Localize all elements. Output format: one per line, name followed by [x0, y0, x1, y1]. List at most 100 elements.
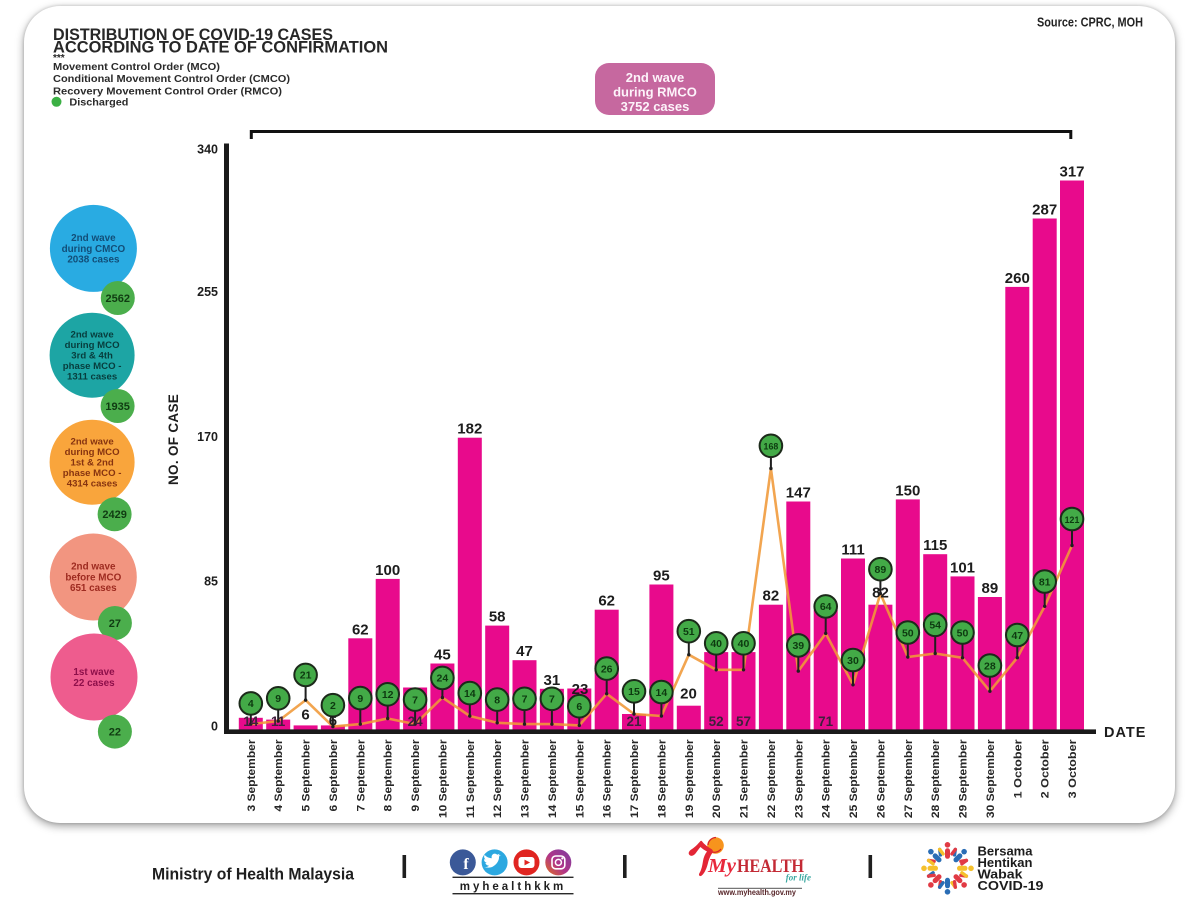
svg-text:101: 101	[950, 559, 975, 576]
svg-text:21: 21	[300, 670, 312, 682]
svg-text:27 September: 27 September	[903, 739, 915, 818]
svg-text:Bersama: Bersama	[978, 845, 1034, 859]
svg-text:myhealthkkm: myhealthkkm	[460, 881, 567, 893]
svg-text:6: 6	[576, 701, 582, 713]
svg-text:57: 57	[736, 714, 751, 729]
svg-text:23: 23	[572, 681, 589, 698]
svg-text:www.myhealth.gov.my: www.myhealth.gov.my	[717, 888, 797, 897]
svg-text:COVID-19: COVID-19	[978, 879, 1044, 893]
svg-text:22: 22	[109, 727, 121, 739]
svg-text:11: 11	[271, 714, 286, 729]
svg-text:54: 54	[929, 620, 941, 632]
svg-text:82: 82	[763, 588, 780, 605]
svg-text:260: 260	[1005, 270, 1030, 287]
svg-text:52: 52	[709, 714, 724, 729]
svg-text:3752 cases: 3752 cases	[621, 99, 690, 114]
svg-text:14: 14	[243, 714, 259, 729]
svg-text:64: 64	[820, 601, 832, 613]
svg-text:51: 51	[683, 626, 695, 638]
svg-text:3rd & 4th: 3rd & 4th	[71, 351, 113, 362]
svg-text:2429: 2429	[102, 509, 126, 521]
svg-text:71: 71	[818, 714, 834, 729]
svg-text:115: 115	[923, 537, 947, 554]
svg-text:HEALTH: HEALTH	[737, 856, 804, 877]
svg-text:29 September: 29 September	[958, 739, 970, 818]
svg-text:1st wave: 1st wave	[73, 667, 115, 678]
svg-text:168: 168	[764, 442, 779, 452]
svg-text:1st & 2nd: 1st & 2nd	[71, 458, 114, 469]
svg-text:9 September: 9 September	[410, 739, 422, 812]
svg-text:81: 81	[1039, 576, 1051, 588]
svg-text:Wabak: Wabak	[978, 868, 1023, 882]
svg-text:24: 24	[437, 673, 449, 685]
svg-text:317: 317	[1059, 164, 1084, 181]
svg-text:DATE: DATE	[1104, 725, 1146, 741]
svg-text:58: 58	[489, 609, 506, 626]
svg-text:Discharged: Discharged	[69, 98, 128, 109]
svg-text:4 September: 4 September	[273, 739, 285, 812]
svg-text:50: 50	[957, 627, 969, 639]
svg-text:89: 89	[982, 580, 999, 597]
svg-text:21 September: 21 September	[739, 739, 751, 818]
svg-text:5 September: 5 September	[301, 739, 313, 812]
svg-text:31: 31	[544, 672, 561, 689]
svg-text:14: 14	[464, 688, 476, 700]
svg-text:28 September: 28 September	[930, 739, 942, 818]
svg-text:14 September: 14 September	[547, 739, 559, 818]
svg-text:170: 170	[197, 430, 218, 444]
svg-text:12: 12	[382, 689, 394, 701]
svg-text:Source: CPRC, MOH: Source: CPRC, MOH	[1037, 16, 1143, 30]
svg-text:255: 255	[197, 285, 218, 299]
svg-text:0: 0	[211, 720, 218, 734]
svg-text:2038 cases: 2038 cases	[67, 255, 120, 266]
svg-text:30: 30	[847, 655, 859, 667]
svg-text:3 October: 3 October	[1067, 739, 1079, 799]
svg-text:14: 14	[656, 687, 668, 699]
svg-text:24 September: 24 September	[821, 739, 833, 818]
svg-text:for life: for life	[786, 873, 811, 883]
svg-text:f: f	[463, 856, 469, 873]
svg-text:***: ***	[53, 53, 65, 64]
svg-text:8 September: 8 September	[383, 739, 395, 812]
svg-text:2nd wave: 2nd wave	[626, 70, 685, 85]
svg-text:Movement Control Order (MCO): Movement Control Order (MCO)	[53, 62, 220, 73]
svg-text:2nd wave: 2nd wave	[70, 330, 113, 341]
svg-text:13 September: 13 September	[520, 739, 532, 818]
svg-text:during RMCO: during RMCO	[613, 85, 697, 100]
svg-text:7 September: 7 September	[355, 739, 367, 812]
svg-text:2nd wave: 2nd wave	[70, 437, 113, 448]
svg-text:21: 21	[626, 714, 642, 729]
svg-text:2562: 2562	[106, 293, 130, 305]
svg-text:95: 95	[653, 568, 670, 585]
svg-text:182: 182	[457, 421, 482, 438]
svg-text:NO. OF CASE: NO. OF CASE	[166, 394, 181, 485]
svg-text:15 September: 15 September	[574, 739, 586, 818]
svg-text:651 cases: 651 cases	[70, 583, 117, 594]
svg-text:28: 28	[984, 660, 996, 672]
svg-text:2nd wave: 2nd wave	[71, 562, 116, 573]
svg-text:during MCO: during MCO	[65, 447, 120, 458]
svg-text:before MCO: before MCO	[65, 572, 121, 583]
svg-text:89: 89	[875, 564, 887, 576]
svg-text:23 September: 23 September	[793, 739, 805, 818]
svg-text:1311 cases: 1311 cases	[67, 372, 117, 383]
svg-text:10 September: 10 September	[437, 739, 449, 818]
svg-text:4314 cases: 4314 cases	[67, 479, 118, 490]
svg-text:26: 26	[601, 663, 613, 675]
svg-text:40: 40	[710, 638, 722, 650]
svg-text:Recovery Movement Control Orde: Recovery Movement Control Order (RMCO)	[53, 86, 282, 97]
svg-text:Conditional Movement Control O: Conditional Movement Control Order (CMCO…	[53, 74, 290, 85]
svg-text:111: 111	[841, 542, 864, 559]
svg-text:26 September: 26 September	[875, 739, 887, 818]
svg-text:9: 9	[275, 693, 281, 705]
svg-text:40: 40	[738, 638, 750, 650]
svg-text:6: 6	[329, 713, 337, 730]
svg-text:Hentikan: Hentikan	[978, 856, 1033, 870]
svg-text:150: 150	[895, 482, 920, 499]
svg-text:12 September: 12 September	[492, 739, 504, 818]
svg-text:phase MCO -: phase MCO -	[63, 468, 122, 479]
svg-text:7: 7	[549, 694, 555, 706]
svg-text:11 September: 11 September	[465, 739, 477, 818]
svg-text:6 September: 6 September	[328, 739, 340, 812]
svg-text:16 September: 16 September	[602, 739, 614, 818]
